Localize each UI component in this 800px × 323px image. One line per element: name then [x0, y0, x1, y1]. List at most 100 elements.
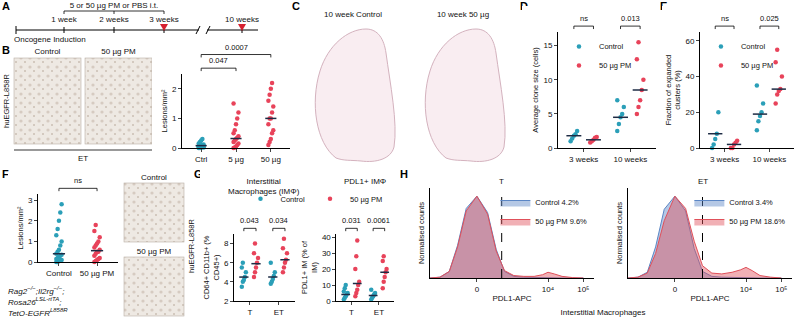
svg-text:20: 20 [685, 108, 694, 117]
svg-text:10 week 50 µg: 10 week 50 µg [437, 10, 489, 19]
svg-text:ET: ET [274, 308, 284, 317]
svg-text:Control: Control [141, 173, 167, 182]
svg-text:50 µg PM: 50 µg PM [137, 247, 172, 256]
svg-text:Ctrl: Ctrl [195, 155, 208, 164]
svg-text:2: 2 [28, 217, 33, 226]
svg-text:0: 0 [673, 285, 678, 294]
html-text:A: A [2, 0, 10, 12]
svg-text:0: 0 [326, 297, 331, 306]
svg-text:0.043: 0.043 [240, 216, 259, 225]
svg-text:ET: ET [78, 154, 88, 163]
svg-text:Control: Control [35, 47, 61, 56]
svg-text:Control 3.4%: Control 3.4% [729, 198, 773, 207]
svg-text:2: 2 [224, 297, 229, 306]
svg-text:5 µg: 5 µg [228, 155, 244, 164]
svg-text:50 µg PM: 50 µg PM [101, 47, 136, 56]
svg-text:huEGFR-L858R: huEGFR-L858R [2, 74, 11, 128]
svg-text:50 µg PM 9.6%: 50 µg PM 9.6% [535, 217, 587, 226]
svg-text:10⁵: 10⁵ [577, 285, 589, 294]
svg-text:30: 30 [322, 249, 331, 258]
svg-text:0.013: 0.013 [621, 14, 640, 23]
svg-text:ns: ns [74, 176, 82, 185]
svg-text:1 week: 1 week [51, 15, 77, 24]
svg-text:PDL1+ IMΦ: PDL1+ IMΦ [344, 177, 386, 186]
svg-text:10 week Control: 10 week Control [324, 10, 382, 19]
html-text:Rosa26LSL-rtTA;: Rosa26LSL-rtTA; [8, 296, 62, 307]
html-text:Rag2−/−;Il2rg−/−;: Rag2−/−;Il2rg−/−; [8, 285, 65, 296]
svg-text:10 weeks: 10 weeks [225, 15, 259, 24]
svg-text:40: 40 [322, 233, 331, 242]
svg-text:10 weeks: 10 weeks [752, 155, 786, 164]
svg-text:5 or 50 µg PM or PBS i.t.: 5 or 50 µg PM or PBS i.t. [70, 1, 159, 10]
svg-text:0: 0 [690, 144, 695, 153]
svg-text:Control: Control [599, 42, 624, 51]
svg-text:50 µg PM: 50 µg PM [599, 61, 631, 70]
svg-text:Normalised counts: Normalised counts [615, 202, 624, 264]
svg-text:ET: ET [374, 308, 384, 317]
svg-text:Normalised counts: Normalised counts [417, 202, 426, 264]
svg-text:0: 0 [28, 258, 33, 267]
svg-text:3 weeks: 3 weeks [569, 155, 598, 164]
svg-text:10⁴: 10⁴ [542, 285, 555, 294]
svg-text:0.0007: 0.0007 [225, 43, 248, 52]
svg-text:Control: Control [741, 42, 766, 51]
svg-text:10⁵: 10⁵ [775, 285, 787, 294]
svg-text:40: 40 [685, 72, 694, 81]
svg-text:T: T [247, 308, 252, 317]
svg-text:PDL1-APC: PDL1-APC [690, 294, 729, 303]
html-text:Interstitial Macrophages: Interstitial Macrophages [560, 308, 646, 317]
svg-text:0.047: 0.047 [209, 56, 228, 65]
svg-text:T: T [349, 308, 354, 317]
svg-text:15: 15 [543, 41, 552, 50]
svg-text:InterstitialMacrophages (IMΦ): InterstitialMacrophages (IMΦ) [228, 177, 300, 196]
svg-text:4: 4 [224, 278, 229, 287]
svg-text:60: 60 [685, 37, 694, 46]
svg-text:Control: Control [281, 195, 306, 204]
svg-text:0.025: 0.025 [760, 14, 779, 23]
svg-text:10: 10 [543, 76, 552, 85]
svg-text:Fraction of expandedclusters (: Fraction of expandedclusters (%) [664, 55, 683, 125]
svg-text:0: 0 [172, 144, 177, 153]
svg-text:3 weeks: 3 weeks [149, 15, 178, 24]
svg-text:1: 1 [172, 114, 177, 123]
svg-text:0.0061: 0.0061 [367, 216, 390, 225]
svg-text:0.031: 0.031 [342, 216, 361, 225]
svg-text:3 weeks: 3 weeks [710, 155, 739, 164]
svg-text:PDL1+ IM (% ofIM): PDL1+ IM (% ofIM) [300, 240, 319, 294]
svg-text:20: 20 [322, 265, 331, 274]
svg-text:50 µg PM 18.6%: 50 µg PM 18.6% [729, 217, 785, 226]
svg-text:1: 1 [28, 237, 33, 246]
svg-text:10 weeks: 10 weeks [613, 155, 647, 164]
html-text:B: B [2, 44, 10, 56]
svg-text:3: 3 [28, 196, 33, 205]
svg-text:8: 8 [224, 239, 229, 248]
svg-text:Lesions/mm²: Lesions/mm² [16, 206, 25, 249]
svg-text:ns: ns [721, 14, 729, 23]
svg-text:Average clone size (cells): Average clone size (cells) [531, 47, 540, 133]
svg-text:10⁴: 10⁴ [740, 285, 753, 294]
svg-text:Control: Control [46, 269, 72, 278]
svg-text:2: 2 [172, 85, 177, 94]
svg-text:50 µg PM: 50 µg PM [741, 61, 773, 70]
svg-text:ET: ET [698, 177, 708, 186]
svg-text:2 weeks: 2 weeks [99, 15, 128, 24]
svg-text:10: 10 [322, 281, 331, 290]
svg-text:0: 0 [548, 144, 553, 153]
svg-text:PDL1-APC: PDL1-APC [492, 294, 531, 303]
svg-text:50 µg PM: 50 µg PM [350, 195, 382, 204]
svg-text:CD64+ CD11b+ (%CD45+): CD64+ CD11b+ (%CD45+) [202, 235, 221, 299]
svg-text:T: T [499, 177, 504, 186]
svg-text:Oncogene Induction: Oncogene Induction [14, 35, 86, 44]
svg-text:Control 4.2%: Control 4.2% [535, 198, 579, 207]
svg-text:5: 5 [548, 110, 553, 119]
svg-text:50 µg: 50 µg [261, 155, 281, 164]
html-text:G: G [194, 168, 203, 180]
svg-text:huEGFR-L858R: huEGFR-L858R [187, 219, 196, 273]
svg-text:0.034: 0.034 [269, 216, 288, 225]
html-text:TetO-EGFRL858R: TetO-EGFRL858R [8, 307, 68, 318]
svg-text:Lesions/mm²: Lesions/mm² [160, 89, 169, 132]
svg-text:0: 0 [475, 285, 480, 294]
svg-text:50 µg PM: 50 µg PM [80, 269, 115, 278]
svg-text:ns: ns [580, 14, 588, 23]
svg-text:6: 6 [224, 259, 229, 268]
